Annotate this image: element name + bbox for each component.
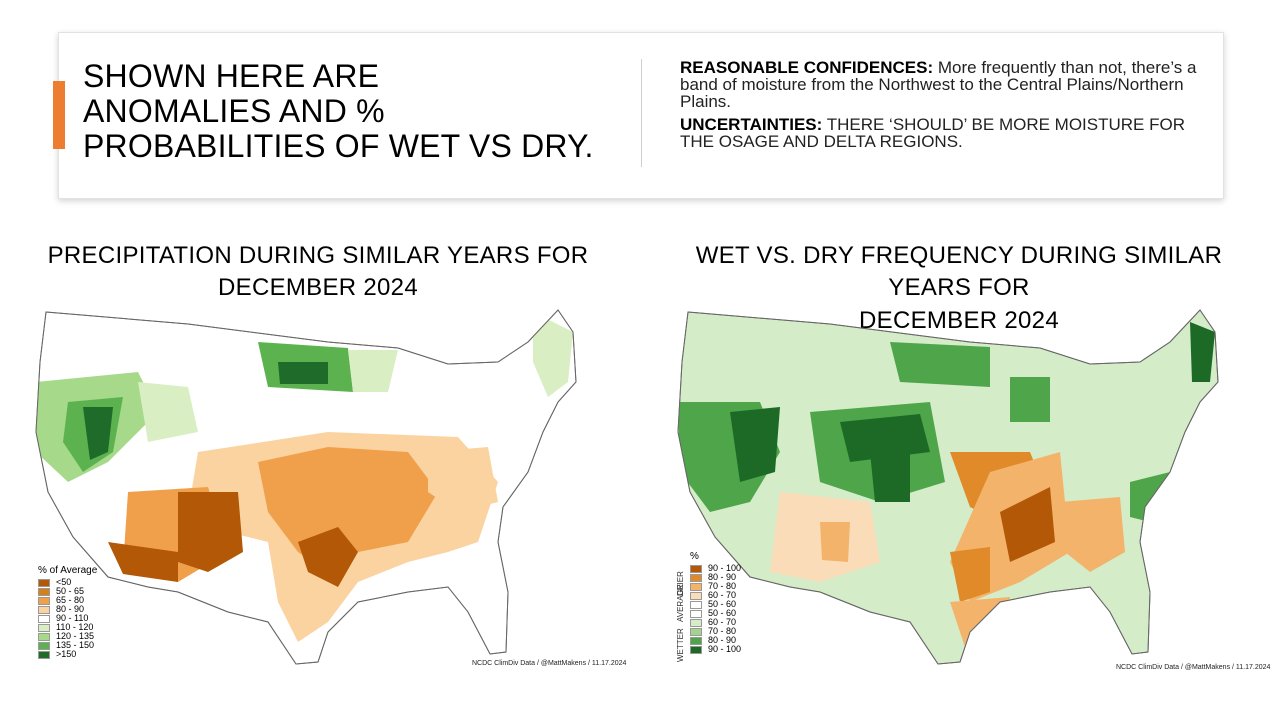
legend-row: 110 - 120 [38, 623, 97, 632]
legend-swatch [38, 650, 50, 659]
left-map-title: PRECIPITATION DURING SIMILAR YEARS FOR D… [30, 240, 606, 305]
frequency-regions [678, 322, 1215, 647]
legend-label: 90 - 100 [708, 644, 742, 654]
legend-row: 120 - 135 [38, 632, 97, 641]
legend-swatch [38, 596, 50, 605]
legend-swatch [690, 573, 702, 582]
notes: REASONABLE CONFIDENCES: More frequently … [680, 59, 1200, 156]
precip-legend-title: % of Average [38, 565, 98, 576]
legend-row: 80 - 90 [690, 573, 741, 582]
legend-label: 60 - 70 [708, 617, 737, 627]
legend-row: 90 - 100 [690, 564, 741, 573]
accent-bar [53, 81, 65, 149]
legend-swatch [690, 582, 702, 591]
legend-label: 70 - 80 [708, 626, 737, 636]
legend-label: 70 - 80 [708, 581, 737, 591]
legend-label: 90 - 110 [56, 613, 89, 623]
legend-row: 80 - 90 [690, 636, 741, 645]
uncertainties-label: UNCERTAINTIES: [680, 115, 823, 134]
divider [641, 59, 642, 167]
legend-label: 135 - 150 [56, 640, 95, 650]
headline: SHOWN HERE ARE ANOMALIES AND % PROBABILI… [83, 59, 623, 164]
legend-row: 70 - 80 [690, 627, 741, 636]
precip-regions [36, 312, 573, 642]
wet-dry-frequency-map [677, 309, 1219, 665]
legend-swatch [690, 609, 702, 618]
legend-label: 50 - 60 [708, 608, 737, 618]
headline-line-2: ANOMALIES AND % [83, 92, 385, 129]
legend-row: >150 [38, 650, 97, 659]
legend-label: 120 - 135 [56, 631, 95, 641]
average-label: AVERAGE [676, 583, 685, 622]
legend-swatch [690, 600, 702, 609]
legend-swatch [690, 627, 702, 636]
legend-label: 80 - 90 [56, 604, 85, 614]
confidences-note: REASONABLE CONFIDENCES: More frequently … [680, 59, 1200, 110]
headline-line-1: SHOWN HERE ARE [83, 58, 380, 94]
legend-label: 50 - 65 [56, 586, 85, 596]
legend-row: 135 - 150 [38, 641, 97, 650]
left-title-line-2: DECEMBER 2024 [218, 274, 418, 302]
confidences-text: More frequently than not, there’s a band… [680, 58, 1197, 111]
legend-label: >150 [56, 649, 77, 659]
confidences-label: REASONABLE CONFIDENCES: [680, 58, 934, 77]
left-title-line-1: PRECIPITATION DURING SIMILAR YEARS FOR [47, 242, 589, 269]
legend-swatch [38, 578, 50, 587]
legend-swatch [38, 605, 50, 614]
legend-row: 70 - 80 [690, 582, 741, 591]
legend-row: 50 - 65 [38, 587, 97, 596]
uncertainties-text: THERE ‘SHOULD’ BE MORE MOISTURE FOR THE … [680, 115, 1186, 151]
legend-label: 110 - 120 [56, 622, 94, 632]
precip-legend: % of Average <50 50 - 65 65 - 80 80 - 90 90 … [38, 566, 97, 659]
frequency-legend-title: % [690, 551, 699, 562]
legend-label: 80 - 90 [708, 635, 737, 645]
headline-line-3: PROBABILITIES OF WET VS DRY. [83, 127, 594, 164]
right-map-title: WET VS. DRY FREQUENCY DURING SIMILAR YEA… [652, 240, 1266, 337]
wetter-label: WETTER [676, 628, 685, 662]
legend-swatch [38, 632, 50, 641]
legend-row: <50 [38, 578, 97, 587]
legend-label: 80 - 90 [708, 572, 737, 582]
legend-row: 60 - 70 [690, 618, 741, 627]
legend-label: <50 [56, 577, 72, 587]
legend-label: 90 - 100 [708, 563, 742, 573]
right-title-line-1: WET VS. DRY FREQUENCY DURING SIMILAR YEA… [695, 242, 1223, 302]
legend-row: 50 - 60 [690, 609, 741, 618]
legend-row: 60 - 70 [690, 591, 741, 600]
legend-swatch [38, 641, 50, 650]
legend-swatch [690, 618, 702, 627]
legend-row: 50 - 60 [690, 600, 741, 609]
right-credit: NCDC ClimDiv Data / @MattMakens / 11.17.… [1116, 664, 1271, 671]
precipitation-map [35, 309, 577, 665]
legend-row: 90 - 100 [690, 645, 741, 654]
legend-swatch [38, 614, 50, 623]
right-title-line-2: DECEMBER 2024 [859, 306, 1059, 334]
summary-panel: SHOWN HERE ARE ANOMALIES AND % PROBABILI… [53, 32, 1224, 199]
legend-row: 80 - 90 [38, 605, 97, 614]
legend-swatch [690, 564, 702, 573]
legend-label: 65 - 80 [56, 595, 85, 605]
legend-row: 90 - 110 [38, 614, 97, 623]
legend-row: 65 - 80 [38, 596, 97, 605]
legend-label: 50 - 60 [708, 599, 737, 609]
legend-swatch [690, 591, 702, 600]
legend-swatch [690, 645, 702, 654]
legend-swatch [38, 623, 50, 632]
legend-label: 60 - 70 [708, 590, 737, 600]
legend-swatch [690, 636, 702, 645]
frequency-legend: % 90 - 100 80 - 90 70 - 80 60 - 70 50 - 60 50… [672, 552, 741, 654]
legend-swatch [38, 587, 50, 596]
left-credit: NCDC ClimDiv Data / @MattMakens / 11.17.… [472, 660, 627, 667]
uncertainties-note: UNCERTAINTIES: THERE ‘SHOULD’ BE MORE MO… [680, 116, 1200, 150]
